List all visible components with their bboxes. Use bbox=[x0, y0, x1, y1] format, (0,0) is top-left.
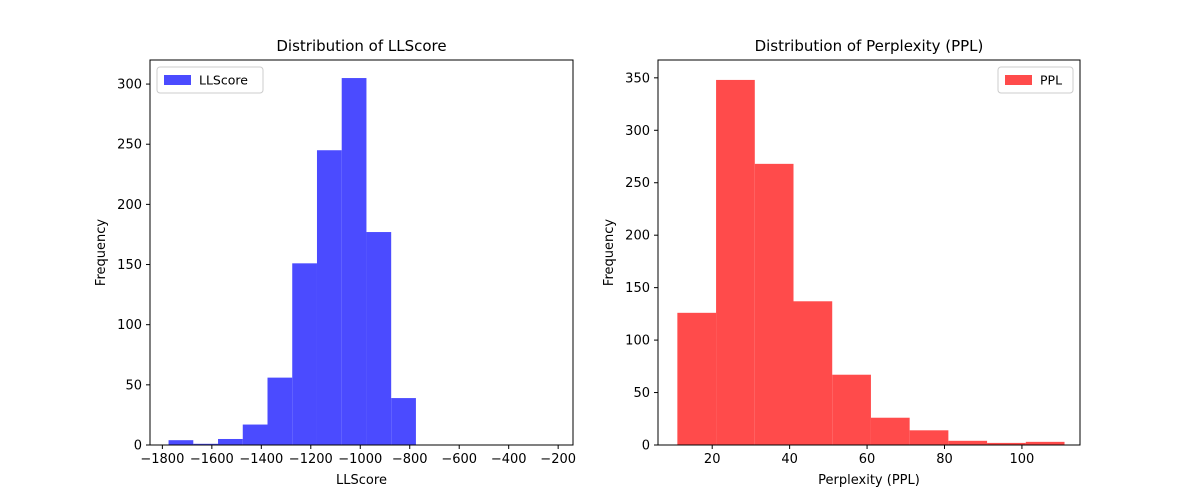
histogram-bar bbox=[793, 301, 833, 445]
y-tick-label: 200 bbox=[117, 198, 142, 213]
y-tick-label: 50 bbox=[633, 386, 650, 401]
y-tick-label: 350 bbox=[625, 71, 650, 86]
plot-frame bbox=[149, 59, 574, 446]
histogram-bar bbox=[341, 78, 367, 445]
x-tick-label: −1400 bbox=[239, 452, 283, 467]
legend-swatch bbox=[164, 75, 191, 85]
histogram-bar bbox=[909, 430, 949, 445]
y-axis-ticks: 0 50 100 150 200 250 300 350 bbox=[625, 71, 658, 454]
x-axis-ticks: −1800 −1600 −1400 −1200 −1000 −800 −600 −400 −20… bbox=[140, 445, 576, 467]
histogram-bar bbox=[677, 312, 717, 445]
y-tick-label: 300 bbox=[117, 78, 142, 93]
x-tick-label: −800 bbox=[392, 452, 428, 467]
subplot-2: 20 40 60 80 100 0 50 100 150 200 250 300 350 Distribu… bbox=[602, 37, 1081, 488]
x-tick-label: −1200 bbox=[289, 452, 333, 467]
x-tick-label: −400 bbox=[491, 452, 527, 467]
y-tick-label: 0 bbox=[642, 439, 650, 454]
legend-box bbox=[156, 66, 264, 94]
histogram-bar bbox=[218, 438, 243, 445]
x-tick-label: −1000 bbox=[338, 452, 382, 467]
y-tick-label: 50 bbox=[125, 378, 142, 393]
x-tick-label: −1800 bbox=[140, 452, 184, 467]
histogram-bar bbox=[267, 377, 293, 445]
y-tick-label: 0 bbox=[134, 439, 142, 454]
histogram-bars bbox=[677, 79, 1065, 445]
x-tick-label: −600 bbox=[441, 452, 477, 467]
histogram-bar bbox=[366, 232, 392, 445]
y-tick-label: 100 bbox=[117, 318, 142, 333]
histogram-bars bbox=[168, 78, 416, 445]
y-tick-label: 250 bbox=[117, 138, 142, 153]
legend: LLScore bbox=[156, 66, 264, 94]
legend: PPL bbox=[997, 66, 1074, 94]
histogram-bar bbox=[987, 442, 1026, 445]
histogram-bar bbox=[242, 424, 268, 445]
legend-swatch bbox=[1005, 75, 1032, 85]
y-axis-label: Frequency bbox=[602, 219, 617, 286]
y-axis-ticks: 0 50 100 150 200 250 300 bbox=[117, 78, 150, 454]
chart-title: Distribution of LLScore bbox=[276, 37, 446, 55]
histogram-bar bbox=[832, 374, 871, 445]
x-tick-label: −1600 bbox=[190, 452, 234, 467]
x-axis-ticks: 20 40 60 80 100 bbox=[704, 445, 1034, 467]
legend-label: PPL bbox=[1040, 73, 1062, 88]
x-axis-label: LLScore bbox=[336, 473, 387, 488]
y-tick-label: 150 bbox=[625, 281, 650, 296]
x-tick-label: 60 bbox=[859, 452, 876, 467]
legend-box bbox=[997, 66, 1074, 94]
plot-frame bbox=[657, 59, 1081, 446]
histogram-bar bbox=[1025, 441, 1065, 445]
x-axis-label: Perplexity (PPL) bbox=[818, 473, 920, 488]
histogram-bar bbox=[948, 440, 988, 445]
y-tick-label: 150 bbox=[117, 258, 142, 273]
histogram-bar bbox=[391, 398, 416, 445]
chart-title: Distribution of Perplexity (PPL) bbox=[755, 37, 984, 55]
y-tick-label: 300 bbox=[625, 124, 650, 139]
subplot-1: −1800 −1600 −1400 −1200 −1000 −800 −600 −400 −20… bbox=[94, 37, 576, 488]
histogram-bar bbox=[870, 417, 910, 445]
legend-label: LLScore bbox=[199, 73, 248, 88]
histogram-bar bbox=[316, 150, 342, 445]
x-tick-label: 40 bbox=[781, 452, 798, 467]
x-tick-label: −200 bbox=[540, 452, 576, 467]
x-tick-label: 100 bbox=[1010, 452, 1035, 467]
y-tick-label: 200 bbox=[625, 229, 650, 244]
histogram-bar bbox=[193, 443, 219, 445]
y-tick-label: 250 bbox=[625, 176, 650, 191]
histogram-bar bbox=[292, 263, 317, 445]
y-tick-label: 100 bbox=[625, 334, 650, 349]
x-tick-label: 80 bbox=[936, 452, 953, 467]
histogram-bar bbox=[754, 163, 794, 445]
histogram-bar bbox=[716, 79, 755, 445]
histogram-bar bbox=[168, 440, 194, 445]
x-tick-label: 20 bbox=[704, 452, 721, 467]
y-axis-label: Frequency bbox=[94, 219, 109, 286]
